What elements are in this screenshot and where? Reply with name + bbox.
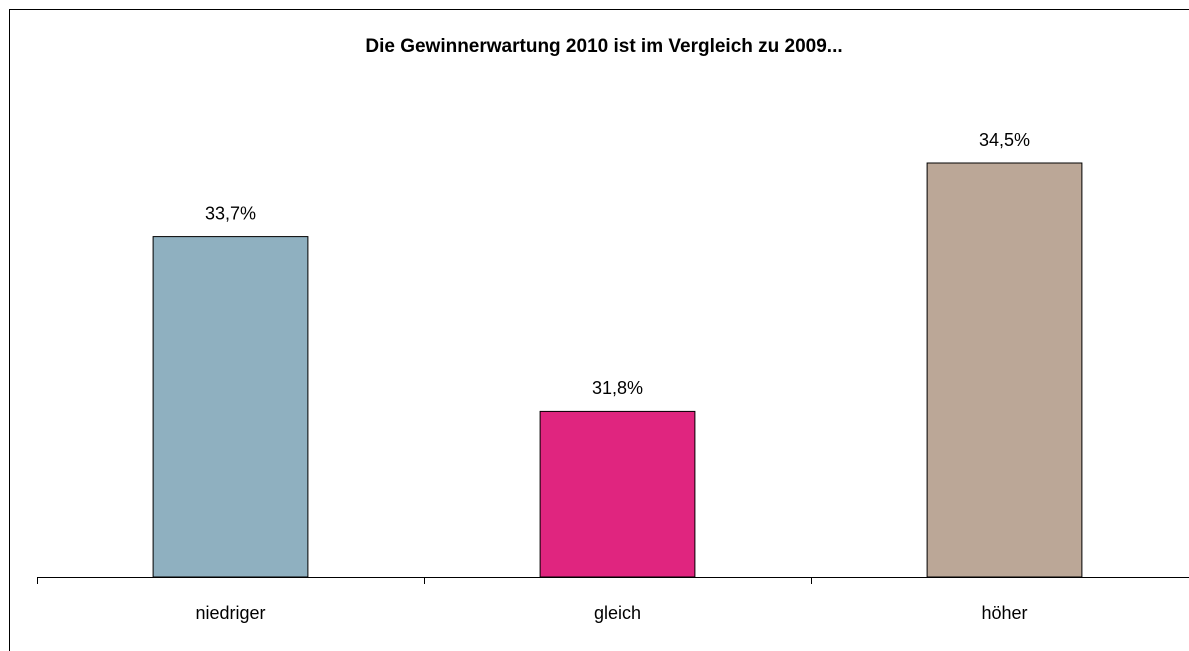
value-label: 34,5%	[979, 130, 1030, 150]
x-tick-label: höher	[981, 603, 1027, 623]
x-tick-label: gleich	[594, 603, 641, 623]
bar	[152, 236, 309, 578]
value-label: 33,7%	[205, 203, 256, 223]
bar	[539, 410, 696, 578]
bar	[926, 162, 1083, 578]
value-label: 31,8%	[592, 378, 643, 398]
chart-title: Die Gewinnerwartung 2010 ist im Vergleic…	[365, 36, 842, 57]
x-tick-label: niedriger	[195, 603, 265, 623]
